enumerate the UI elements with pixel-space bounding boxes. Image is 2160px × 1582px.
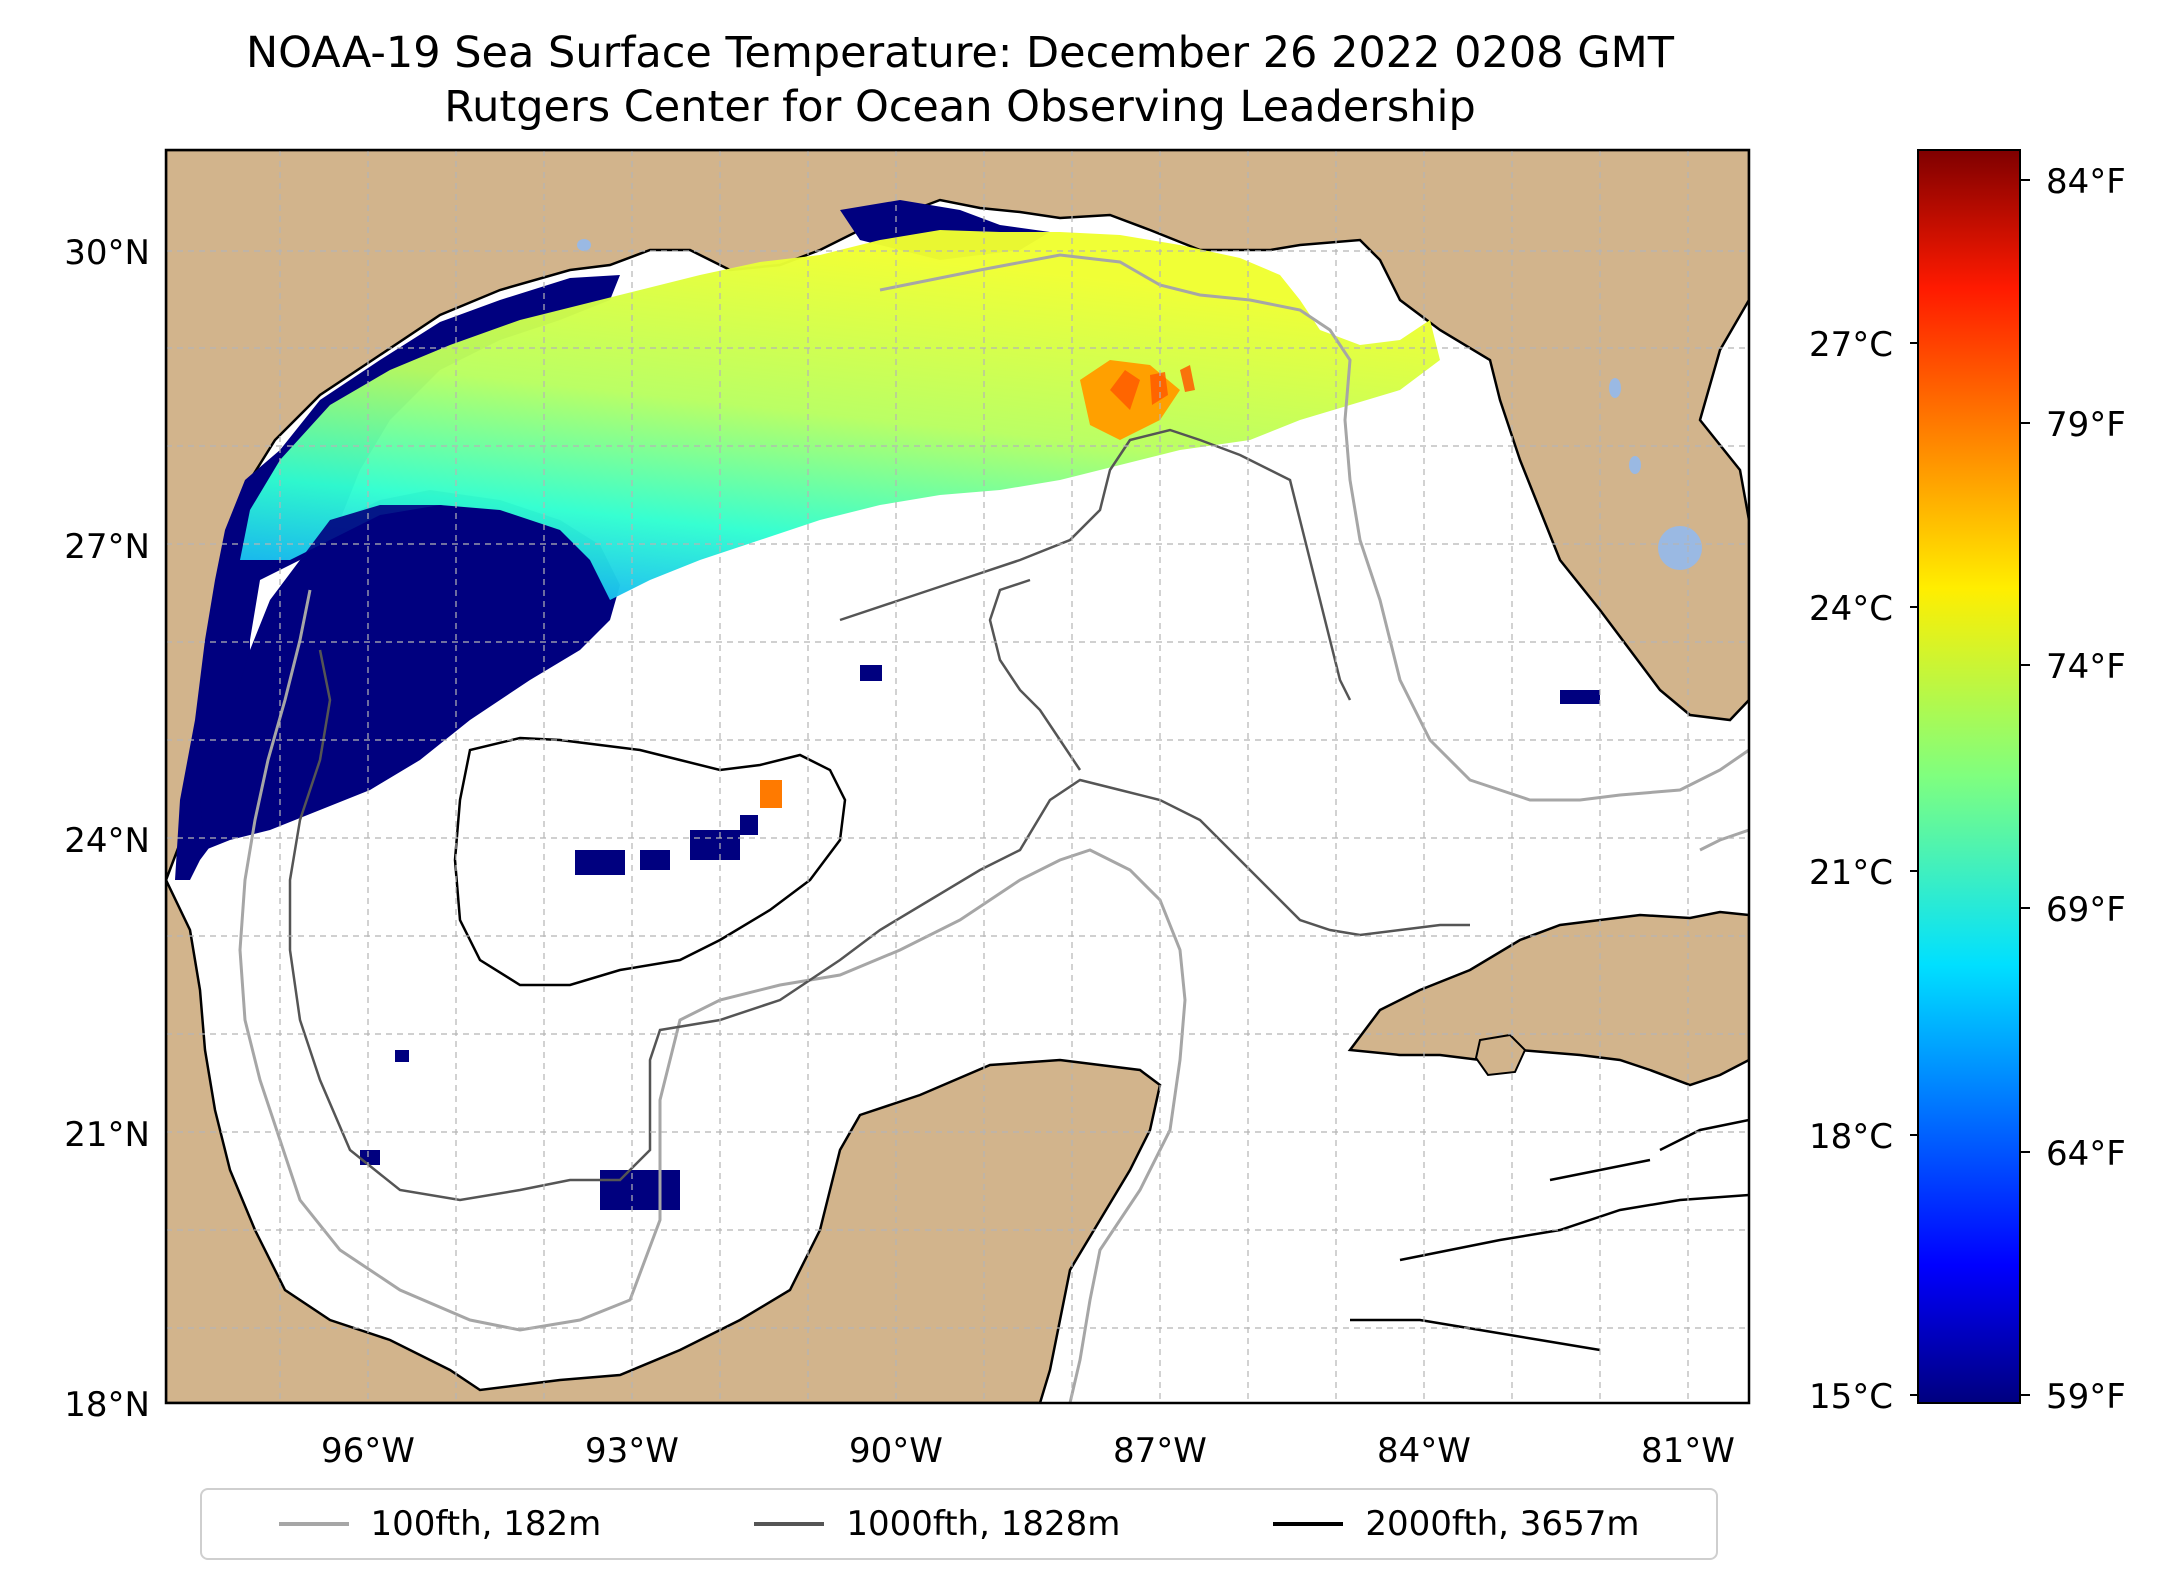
lat-tick-30: 30°N [64,233,150,273]
contour-1000fth [288,428,1470,1202]
fahrenheit-ticks: 84°F 79°F 74°F 69°F 64°F 59°F [2020,162,2126,1417]
lat-tick-21: 21°N [64,1115,150,1155]
contour-2000fth [453,736,1749,1352]
f-tick-59: 59°F [2046,1377,2126,1417]
sst-warm-speck [760,780,782,808]
celsius-ticks: 27°C 24°C 21°C 18°C 15°C [1809,325,1918,1417]
f-tick-64: 64°F [2046,1134,2126,1174]
lat-tick-24: 24°N [64,821,150,861]
legend-swatch-100fth [278,1522,349,1526]
lake-small-3 [577,239,591,251]
isle-of-youth-land [1474,1033,1527,1077]
c-tick-15: 15°C [1809,1377,1893,1417]
lat-tick-27: 27°N [64,527,150,567]
lat-tick-18: 18°N [64,1385,150,1425]
legend-item-1000fth: 1000fth, 1828m [754,1504,1120,1544]
lon-tick-81: 81°W [1641,1431,1735,1471]
map-area [166,150,1749,1403]
colorbar [1917,149,2021,1404]
sst-shelf-dark-swirl [300,505,590,600]
f-tick-84: 84°F [2046,162,2126,202]
lat-tick-labels: 30°N 27°N 24°N 21°N 18°N [64,233,150,1425]
c-tick-21: 21°C [1809,853,1893,893]
legend-item-100fth: 100fth, 182m [278,1504,602,1544]
legend-label-2000fth: 2000fth, 3657m [1365,1504,1640,1544]
legend-label-100fth: 100fth, 182m [370,1504,602,1544]
lon-tick-labels: 96°W 93°W 90°W 87°W 84°W 81°W [321,1431,1735,1471]
lake-small-2 [1629,456,1641,474]
lake-okeechobee [1658,526,1702,570]
lake-small-1 [1609,378,1621,398]
f-tick-74: 74°F [2046,647,2126,687]
chart-title: NOAA-19 Sea Surface Temperature: Decembe… [246,28,1674,78]
c-tick-24: 24°C [1809,589,1893,629]
legend-swatch-2000fth [1273,1522,1344,1526]
legend-item-2000fth: 2000fth, 3657m [1273,1504,1639,1544]
f-tick-69: 69°F [2046,890,2126,930]
c-tick-18: 18°C [1809,1117,1893,1157]
lon-tick-90: 90°W [849,1431,943,1471]
lon-tick-84: 84°W [1377,1431,1471,1471]
contour-legend: 100fth, 182m 1000fth, 1828m 2000fth, 365… [200,1488,1718,1560]
legend-label-1000fth: 1000fth, 1828m [846,1504,1121,1544]
chart-subtitle: Rutgers Center for Ocean Observing Leade… [444,82,1476,132]
contour-100fth [238,253,1749,1403]
legend-swatch-1000fth [754,1522,825,1526]
f-tick-79: 79°F [2046,405,2126,445]
map-frame [164,148,1751,1405]
lon-tick-96: 96°W [321,1431,415,1471]
lon-tick-93: 93°W [585,1431,679,1471]
us-gulf-coast-land [166,150,1749,881]
sst-shelf-band [240,230,1440,600]
lon-tick-87: 87°W [1113,1431,1207,1471]
c-tick-27: 27°C [1809,325,1893,365]
sst-warm-streaks [1110,365,1195,410]
